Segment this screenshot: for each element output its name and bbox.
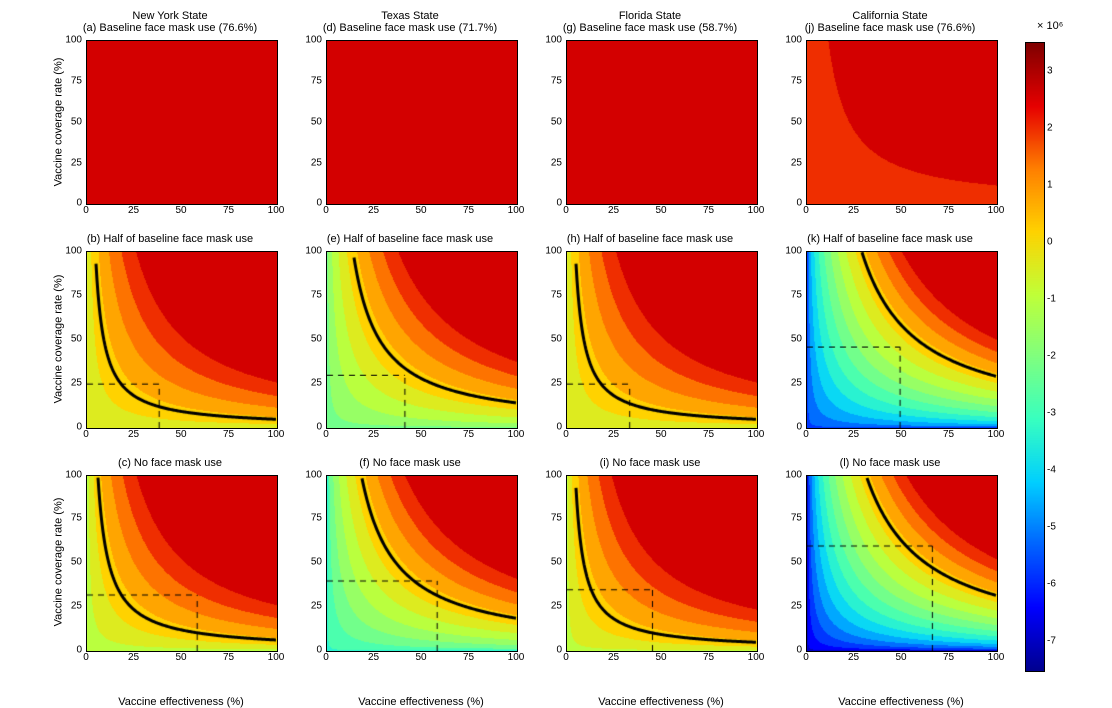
panel-title: Florida State(g) Baseline face mask use … — [530, 10, 770, 34]
contour-plot — [326, 251, 518, 428]
panel-title: (c) No face mask use — [50, 457, 290, 469]
state-title: Texas State — [290, 10, 530, 22]
colorbar-tick: -3 — [1047, 408, 1056, 419]
y-axis-label: Vaccine coverage rate (%) — [52, 57, 64, 186]
x-ticks: 0255075100 — [326, 652, 516, 664]
panel-c: (c) No face mask use02550751000255075100… — [50, 457, 290, 680]
x-ticks: 0255075100 — [566, 652, 756, 664]
colorbar-tick: -2 — [1047, 351, 1056, 362]
panel-title: Texas State(d) Baseline face mask use (7… — [290, 10, 530, 34]
colorbar-tick: -5 — [1047, 522, 1056, 533]
panel-title: (b) Half of baseline face mask use — [50, 233, 290, 245]
y-ticks: 0255075100 — [298, 475, 324, 650]
y-ticks: 0255075100 — [538, 251, 564, 426]
panel-i: (i) No face mask use 02550751000255075100… — [530, 457, 770, 680]
colorbar-tick: 2 — [1047, 122, 1053, 133]
contour-plot — [806, 475, 998, 652]
colorbar: × 10⁶ -7-6-5-4-3-2-10123 — [1025, 42, 1043, 670]
contour-plot — [806, 40, 998, 205]
figure-container: New York State(a) Baseline face mask use… — [0, 0, 1112, 708]
colorbar-tick: -6 — [1047, 579, 1056, 590]
y-ticks: 0255075100 — [778, 251, 804, 426]
y-ticks: 0255075100 — [778, 40, 804, 203]
colorbar-tick: 3 — [1047, 65, 1053, 76]
contour-plot — [86, 475, 278, 652]
x-axis-label: Vaccine effectiveness (%) — [86, 696, 276, 708]
colorbar-tick: -1 — [1047, 293, 1056, 304]
contour-plot — [566, 475, 758, 652]
contour-plot — [566, 251, 758, 428]
panel-d: Texas State(d) Baseline face mask use (7… — [290, 10, 530, 233]
panel-b: (b) Half of baseline face mask use 025507… — [50, 233, 290, 456]
panel-title: (k) Half of baseline face mask use — [770, 233, 1010, 245]
colorbar-tick: 1 — [1047, 179, 1053, 190]
y-ticks: 0255075100 — [778, 475, 804, 650]
colorbar-tick: -7 — [1047, 636, 1056, 647]
colorbar-canvas — [1025, 42, 1045, 672]
panel-title: (e) Half of baseline face mask use — [290, 233, 530, 245]
state-title: New York State — [50, 10, 290, 22]
panel-j: California State(j) Baseline face mask u… — [770, 10, 1010, 233]
panel-title: (f) No face mask use — [290, 457, 530, 469]
y-axis-label: Vaccine coverage rate (%) — [52, 498, 64, 627]
panel-a: New York State(a) Baseline face mask use… — [50, 10, 290, 233]
x-ticks: 0255075100 — [806, 429, 996, 441]
y-axis-label: Vaccine coverage rate (%) — [52, 275, 64, 404]
panel-title: (l) No face mask use — [770, 457, 1010, 469]
panel-h: (h) Half of baseline face mask use 025507… — [530, 233, 770, 456]
panel-title: (i) No face mask use — [530, 457, 770, 469]
panel-k: (k) Half of baseline face mask use 025507… — [770, 233, 1010, 456]
panel-g: Florida State(g) Baseline face mask use … — [530, 10, 770, 233]
x-ticks: 0255075100 — [566, 205, 756, 217]
colorbar-tick: 0 — [1047, 236, 1053, 247]
x-ticks: 0255075100 — [86, 205, 276, 217]
x-axis-label: Vaccine effectiveness (%) — [806, 696, 996, 708]
x-ticks: 0255075100 — [806, 652, 996, 664]
contour-plot — [86, 251, 278, 428]
y-ticks: 0255075100 — [538, 475, 564, 650]
x-axis-label: Vaccine effectiveness (%) — [566, 696, 756, 708]
panel-title: California State(j) Baseline face mask u… — [770, 10, 1010, 34]
y-ticks: 0255075100 — [538, 40, 564, 203]
colorbar-tick: -4 — [1047, 465, 1056, 476]
panel-subtitle: (d) Baseline face mask use (71.7%) — [323, 22, 497, 34]
panel-l: (l) No face mask use 02550751000255075100… — [770, 457, 1010, 680]
panel-subtitle: (g) Baseline face mask use (58.7%) — [563, 22, 737, 34]
x-ticks: 0255075100 — [326, 429, 516, 441]
panel-title: New York State(a) Baseline face mask use… — [50, 10, 290, 34]
contour-plot — [566, 40, 758, 205]
y-ticks: 0255075100 — [298, 40, 324, 203]
panel-grid: New York State(a) Baseline face mask use… — [50, 10, 1010, 680]
colorbar-exponent: × 10⁶ — [1037, 20, 1063, 32]
x-ticks: 0255075100 — [86, 429, 276, 441]
panel-subtitle: (j) Baseline face mask use (76.6%) — [805, 22, 976, 34]
contour-plot — [86, 40, 278, 205]
colorbar-ticks: -7 -6 -5 -4 -3 -2 -1 0 1 2 3 — [1047, 42, 1077, 670]
panel-title: (h) Half of baseline face mask use — [530, 233, 770, 245]
panel-e: (e) Half of baseline face mask use 025507… — [290, 233, 530, 456]
x-axis-label: Vaccine effectiveness (%) — [326, 696, 516, 708]
contour-plot — [326, 475, 518, 652]
x-ticks: 0255075100 — [326, 205, 516, 217]
state-title: Florida State — [530, 10, 770, 22]
panel-f: (f) No face mask use 02550751000255075100… — [290, 457, 530, 680]
y-ticks: 0255075100 — [298, 251, 324, 426]
panel-subtitle: (a) Baseline face mask use (76.6%) — [83, 22, 257, 34]
x-ticks: 0255075100 — [566, 429, 756, 441]
contour-plot — [806, 251, 998, 428]
state-title: California State — [770, 10, 1010, 22]
x-ticks: 0255075100 — [806, 205, 996, 217]
x-ticks: 0255075100 — [86, 652, 276, 664]
contour-plot — [326, 40, 518, 205]
